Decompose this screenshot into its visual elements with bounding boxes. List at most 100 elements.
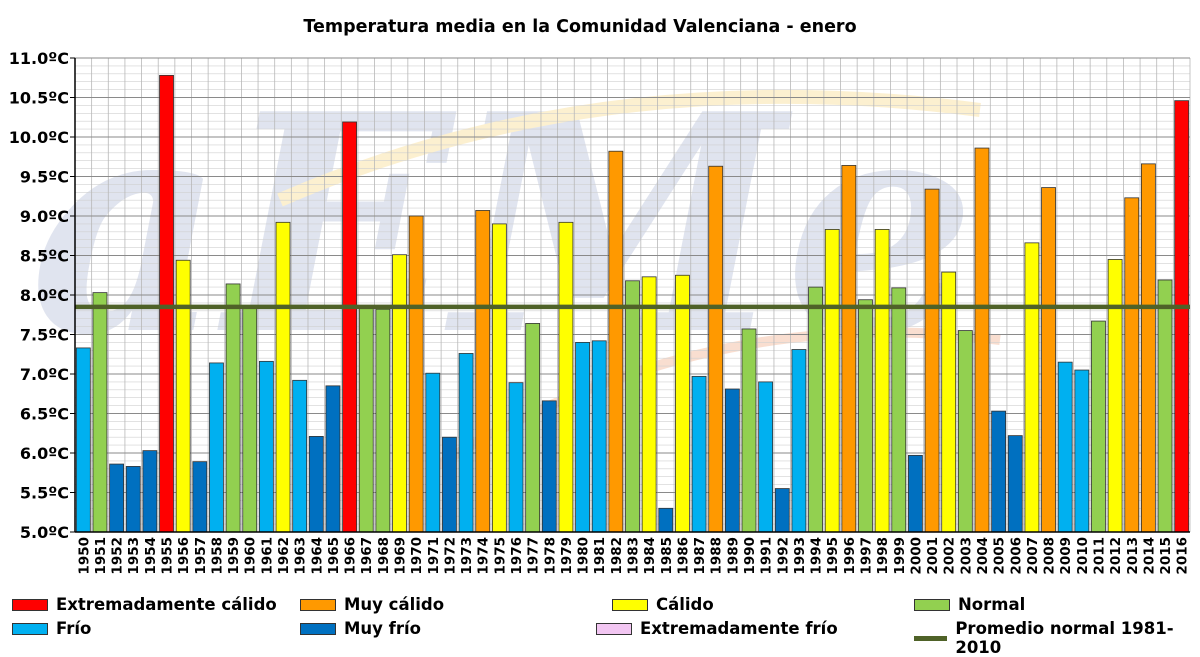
x-tick-label: 1988 xyxy=(709,537,725,575)
x-tick-label: 2001 xyxy=(925,537,941,575)
legend-swatch xyxy=(612,598,648,611)
bar-1952 xyxy=(109,463,124,533)
x-tick-label: 1982 xyxy=(609,537,625,575)
legend-swatch xyxy=(596,622,632,635)
legend-item-extremadamente-calido: Extremadamente cálido xyxy=(12,595,277,614)
x-tick-label: 1976 xyxy=(509,537,525,575)
x-tick-label: 1975 xyxy=(492,537,508,575)
legend-line-swatch xyxy=(914,635,948,641)
bar-1954 xyxy=(142,450,158,533)
chart: aEMe Temperatura media en la Comunidad V… xyxy=(9,17,1191,575)
legend-label: Extremadamente frío xyxy=(640,619,838,638)
bar-1956 xyxy=(175,259,191,533)
bar-1977 xyxy=(525,323,541,533)
x-tick-label: 1952 xyxy=(110,537,126,575)
bar-2009 xyxy=(1057,361,1073,533)
x-tick-label: 1996 xyxy=(842,537,858,575)
x-tick-label: 1984 xyxy=(642,537,658,575)
x-tick-label: 1953 xyxy=(126,537,142,575)
x-axis: 1950 1951 1952 1953 1954 1955 1956 1957 1958 1959… xyxy=(75,531,1191,575)
bar-2007 xyxy=(1024,242,1040,533)
x-tick-label: 2013 xyxy=(1125,537,1141,575)
x-tick-label: 1963 xyxy=(293,537,309,575)
y-tick-label: 11.0ºC xyxy=(9,49,69,68)
x-tick-label: 1992 xyxy=(775,537,791,575)
legend-item-muy-calido: Muy cálido xyxy=(300,595,444,614)
bar-2002 xyxy=(941,271,957,533)
bar-2000 xyxy=(908,454,923,533)
bar-1957 xyxy=(192,461,208,533)
bar-1992 xyxy=(774,488,790,533)
x-tick-label: 2004 xyxy=(975,537,991,575)
x-tick-label: 1977 xyxy=(526,537,542,575)
legend-item-muy-frio: Muy frío xyxy=(300,619,421,638)
bar-1973 xyxy=(458,353,474,533)
bar-2012 xyxy=(1107,259,1123,533)
bar-1953 xyxy=(125,466,141,533)
x-tick-label: 2007 xyxy=(1025,537,1041,575)
x-tick-label: 2005 xyxy=(992,537,1008,575)
bar-1982 xyxy=(608,150,624,533)
x-tick-label: 1973 xyxy=(459,537,475,575)
bar-2016 xyxy=(1174,100,1190,533)
bar-1974 xyxy=(475,210,491,533)
x-tick-label: 1960 xyxy=(243,537,259,575)
bar-1998 xyxy=(874,229,890,533)
x-tick-label: 1985 xyxy=(659,537,675,575)
bar-2015 xyxy=(1157,279,1173,533)
x-tick-label: 2015 xyxy=(1158,537,1174,575)
x-tick-label: 2009 xyxy=(1058,537,1074,575)
y-axis: 5.0ºC 5.5ºC 6.0ºC 6.5ºC 7.0ºC 7.5ºC 8.0ºC 8.5ºC… xyxy=(9,49,76,542)
x-tick-label: 1959 xyxy=(226,537,242,575)
legend: Extremadamente cálido Muy cálido Cálido … xyxy=(0,588,1200,657)
x-tick-label: 2000 xyxy=(908,537,924,575)
bar-1963 xyxy=(292,379,308,533)
bar-2003 xyxy=(957,330,973,533)
x-tick-label: 1974 xyxy=(476,537,492,575)
bar-2001 xyxy=(924,188,940,533)
legend-swatch xyxy=(914,598,950,611)
bar-1989 xyxy=(724,388,740,533)
bar-1985 xyxy=(658,507,674,533)
bar-1971 xyxy=(425,372,441,533)
bar-1987 xyxy=(691,375,707,533)
y-tick-label: 6.5ºC xyxy=(20,405,69,424)
x-tick-label: 1995 xyxy=(825,537,841,575)
y-tick-label: 7.5ºC xyxy=(20,326,69,345)
x-tick-label: 2011 xyxy=(1091,537,1107,575)
legend-item-frio: Frío xyxy=(12,619,91,638)
chart-title: Temperatura media en la Comunidad Valenc… xyxy=(303,17,856,37)
bar-1970 xyxy=(408,215,424,533)
bar-1975 xyxy=(491,223,507,533)
bar-1990 xyxy=(741,328,757,533)
bar-1976 xyxy=(508,382,524,533)
bar-1983 xyxy=(625,280,640,533)
legend-label: Cálido xyxy=(656,595,714,614)
legend-label: Normal xyxy=(958,595,1026,614)
bar-1967 xyxy=(358,306,374,533)
bar-1966 xyxy=(342,121,357,533)
x-tick-label: 1956 xyxy=(176,537,192,575)
x-tick-label: 1997 xyxy=(858,537,874,575)
x-tick-label: 2002 xyxy=(942,537,958,575)
x-tick-label: 2016 xyxy=(1175,537,1191,575)
bar-1980 xyxy=(575,341,590,533)
y-tick-label: 8.0ºC xyxy=(20,286,69,305)
legend-label: Promedio normal 1981-2010 xyxy=(955,619,1174,657)
bar-1969 xyxy=(392,254,407,533)
x-tick-label: 1979 xyxy=(559,537,575,575)
x-tick-label: 2006 xyxy=(1008,537,1024,575)
x-tick-label: 1987 xyxy=(692,537,708,575)
y-tick-label: 9.0ºC xyxy=(20,207,69,226)
bar-2013 xyxy=(1124,197,1140,533)
y-tick-label: 8.5ºC xyxy=(20,247,69,266)
x-tick-label: 1994 xyxy=(809,537,825,575)
y-tick-label: 10.5ºC xyxy=(9,89,69,108)
y-tick-label: 5.0ºC xyxy=(20,523,69,542)
bar-1997 xyxy=(858,299,873,533)
bar-1994 xyxy=(808,286,823,533)
bar-1961 xyxy=(258,360,274,533)
bar-1972 xyxy=(442,436,457,533)
x-tick-label: 1961 xyxy=(259,537,275,575)
x-tick-label: 2010 xyxy=(1075,537,1091,575)
